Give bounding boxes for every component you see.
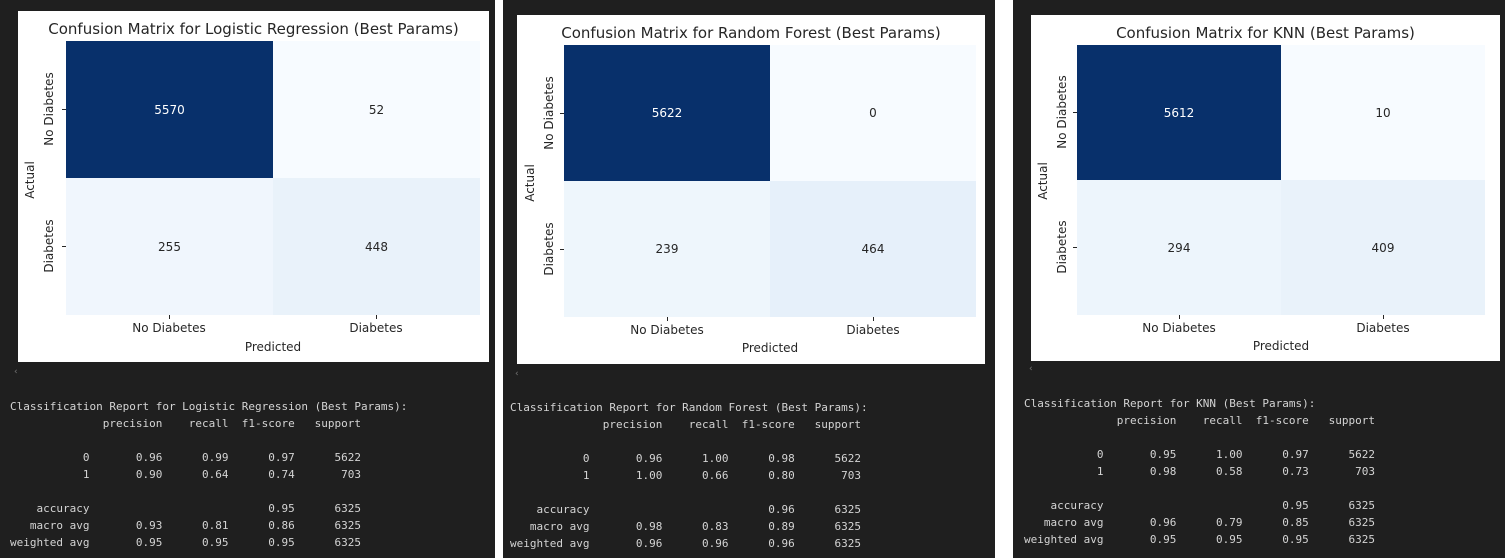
matrix-cell-0-0: 5570 [66, 41, 273, 178]
x-tick-label-no-diabetes: No Diabetes [1142, 321, 1216, 335]
report-columns: precision recall f1-score support [1024, 414, 1375, 427]
output-panel-knn: Confusion Matrix for KNN (Best Params) 5… [1013, 0, 1505, 558]
report-accuracy: accuracy 0.95 6325 [10, 502, 361, 515]
report-row-0: 0 0.95 1.00 0.97 5622 [1024, 448, 1375, 461]
matrix-cell-1-1: 448 [273, 178, 480, 315]
y-tick-label-no-diabetes: No Diabetes [1055, 75, 1069, 149]
x-tick-mark [169, 315, 170, 319]
matrix-cell-1-1: 464 [770, 181, 976, 317]
x-tick-mark [1179, 315, 1180, 319]
matrix-cell-0-1: 0 [770, 45, 976, 181]
report-macro-avg: macro avg 0.96 0.79 0.85 6325 [1024, 516, 1375, 529]
x-tick-label-no-diabetes: No Diabetes [132, 321, 206, 335]
report-row-1: 1 1.00 0.66 0.80 703 [510, 469, 861, 482]
x-tick-mark [376, 315, 377, 319]
report-row-1: 1 0.98 0.58 0.73 703 [1024, 465, 1375, 478]
matrix-cell-0-0: 5622 [564, 45, 770, 181]
y-tick-label-no-diabetes: No Diabetes [42, 72, 56, 146]
x-axis-label: Predicted [741, 341, 799, 355]
scroll-left-indicator[interactable]: ‹ [1029, 364, 1033, 374]
x-tick-mark [873, 317, 874, 321]
x-tick-label-diabetes: Diabetes [1356, 321, 1410, 335]
report-weighted-avg: weighted avg 0.95 0.95 0.95 6325 [1024, 533, 1375, 546]
y-tick-mark [62, 246, 66, 247]
confusion-matrix-figure: Confusion Matrix for KNN (Best Params) 5… [1031, 15, 1500, 361]
y-tick-mark [560, 249, 564, 250]
report-accuracy: accuracy 0.95 6325 [1024, 499, 1375, 512]
x-axis-label: Predicted [1252, 339, 1310, 353]
y-tick-label-diabetes: Diabetes [42, 219, 56, 273]
report-header: Classification Report for Random Forest … [510, 401, 868, 414]
x-tick-mark [1383, 315, 1384, 319]
matrix-cell-0-0: 5612 [1077, 45, 1281, 180]
figure-title: Confusion Matrix for KNN (Best Params) [1116, 24, 1415, 42]
report-weighted-avg: weighted avg 0.96 0.96 0.96 6325 [510, 537, 861, 550]
report-columns: precision recall f1-score support [510, 418, 861, 431]
matrix-cell-1-0: 294 [1077, 180, 1281, 315]
y-tick-label-no-diabetes: No Diabetes [542, 76, 556, 150]
report-header: Classification Report for Logistic Regre… [10, 400, 408, 413]
y-tick-mark [1073, 112, 1077, 113]
classification-report: Classification Report for KNN (Best Para… [1024, 395, 1375, 548]
x-tick-mark [667, 317, 668, 321]
classification-report: Classification Report for Logistic Regre… [10, 398, 407, 551]
report-accuracy: accuracy 0.96 6325 [510, 503, 861, 516]
figure-title: Confusion Matrix for Logistic Regression… [48, 20, 459, 38]
figure-title: Confusion Matrix for Random Forest (Best… [561, 24, 941, 42]
matrix-cell-0-1: 10 [1281, 45, 1485, 180]
confusion-matrix-figure: Confusion Matrix for Logistic Regression… [18, 11, 489, 362]
y-tick-label-diabetes: Diabetes [542, 222, 556, 276]
y-tick-mark [1073, 247, 1077, 248]
scroll-left-indicator[interactable]: ‹ [515, 369, 519, 379]
classification-report: Classification Report for Random Forest … [510, 399, 868, 552]
report-header: Classification Report for KNN (Best Para… [1024, 397, 1316, 410]
y-axis-label: Actual [23, 161, 37, 199]
matrix-cell-1-0: 255 [66, 178, 273, 315]
x-tick-label-diabetes: Diabetes [349, 321, 403, 335]
report-weighted-avg: weighted avg 0.95 0.95 0.95 6325 [10, 536, 361, 549]
y-tick-label-diabetes: Diabetes [1055, 220, 1069, 274]
y-axis-label: Actual [523, 164, 537, 202]
report-macro-avg: macro avg 0.98 0.83 0.89 6325 [510, 520, 861, 533]
report-columns: precision recall f1-score support [10, 417, 361, 430]
x-axis-label: Predicted [244, 340, 302, 354]
y-tick-mark [62, 109, 66, 110]
scroll-left-indicator[interactable]: ‹ [14, 367, 18, 377]
y-axis-label: Actual [1036, 162, 1050, 200]
matrix-cell-1-1: 409 [1281, 180, 1485, 315]
output-panel-logistic-regression: Confusion Matrix for Logistic Regression… [0, 0, 495, 558]
matrix-cell-1-0: 239 [564, 181, 770, 317]
y-tick-mark [560, 113, 564, 114]
report-row-0: 0 0.96 1.00 0.98 5622 [510, 452, 861, 465]
matrix-cell-0-1: 52 [273, 41, 480, 178]
report-row-0: 0 0.96 0.99 0.97 5622 [10, 451, 361, 464]
report-macro-avg: macro avg 0.93 0.81 0.86 6325 [10, 519, 361, 532]
x-tick-label-diabetes: Diabetes [846, 323, 900, 337]
output-panel-random-forest: Confusion Matrix for Random Forest (Best… [503, 0, 995, 558]
confusion-matrix-figure: Confusion Matrix for Random Forest (Best… [517, 15, 985, 364]
x-tick-label-no-diabetes: No Diabetes [630, 323, 704, 337]
report-row-1: 1 0.90 0.64 0.74 703 [10, 468, 361, 481]
